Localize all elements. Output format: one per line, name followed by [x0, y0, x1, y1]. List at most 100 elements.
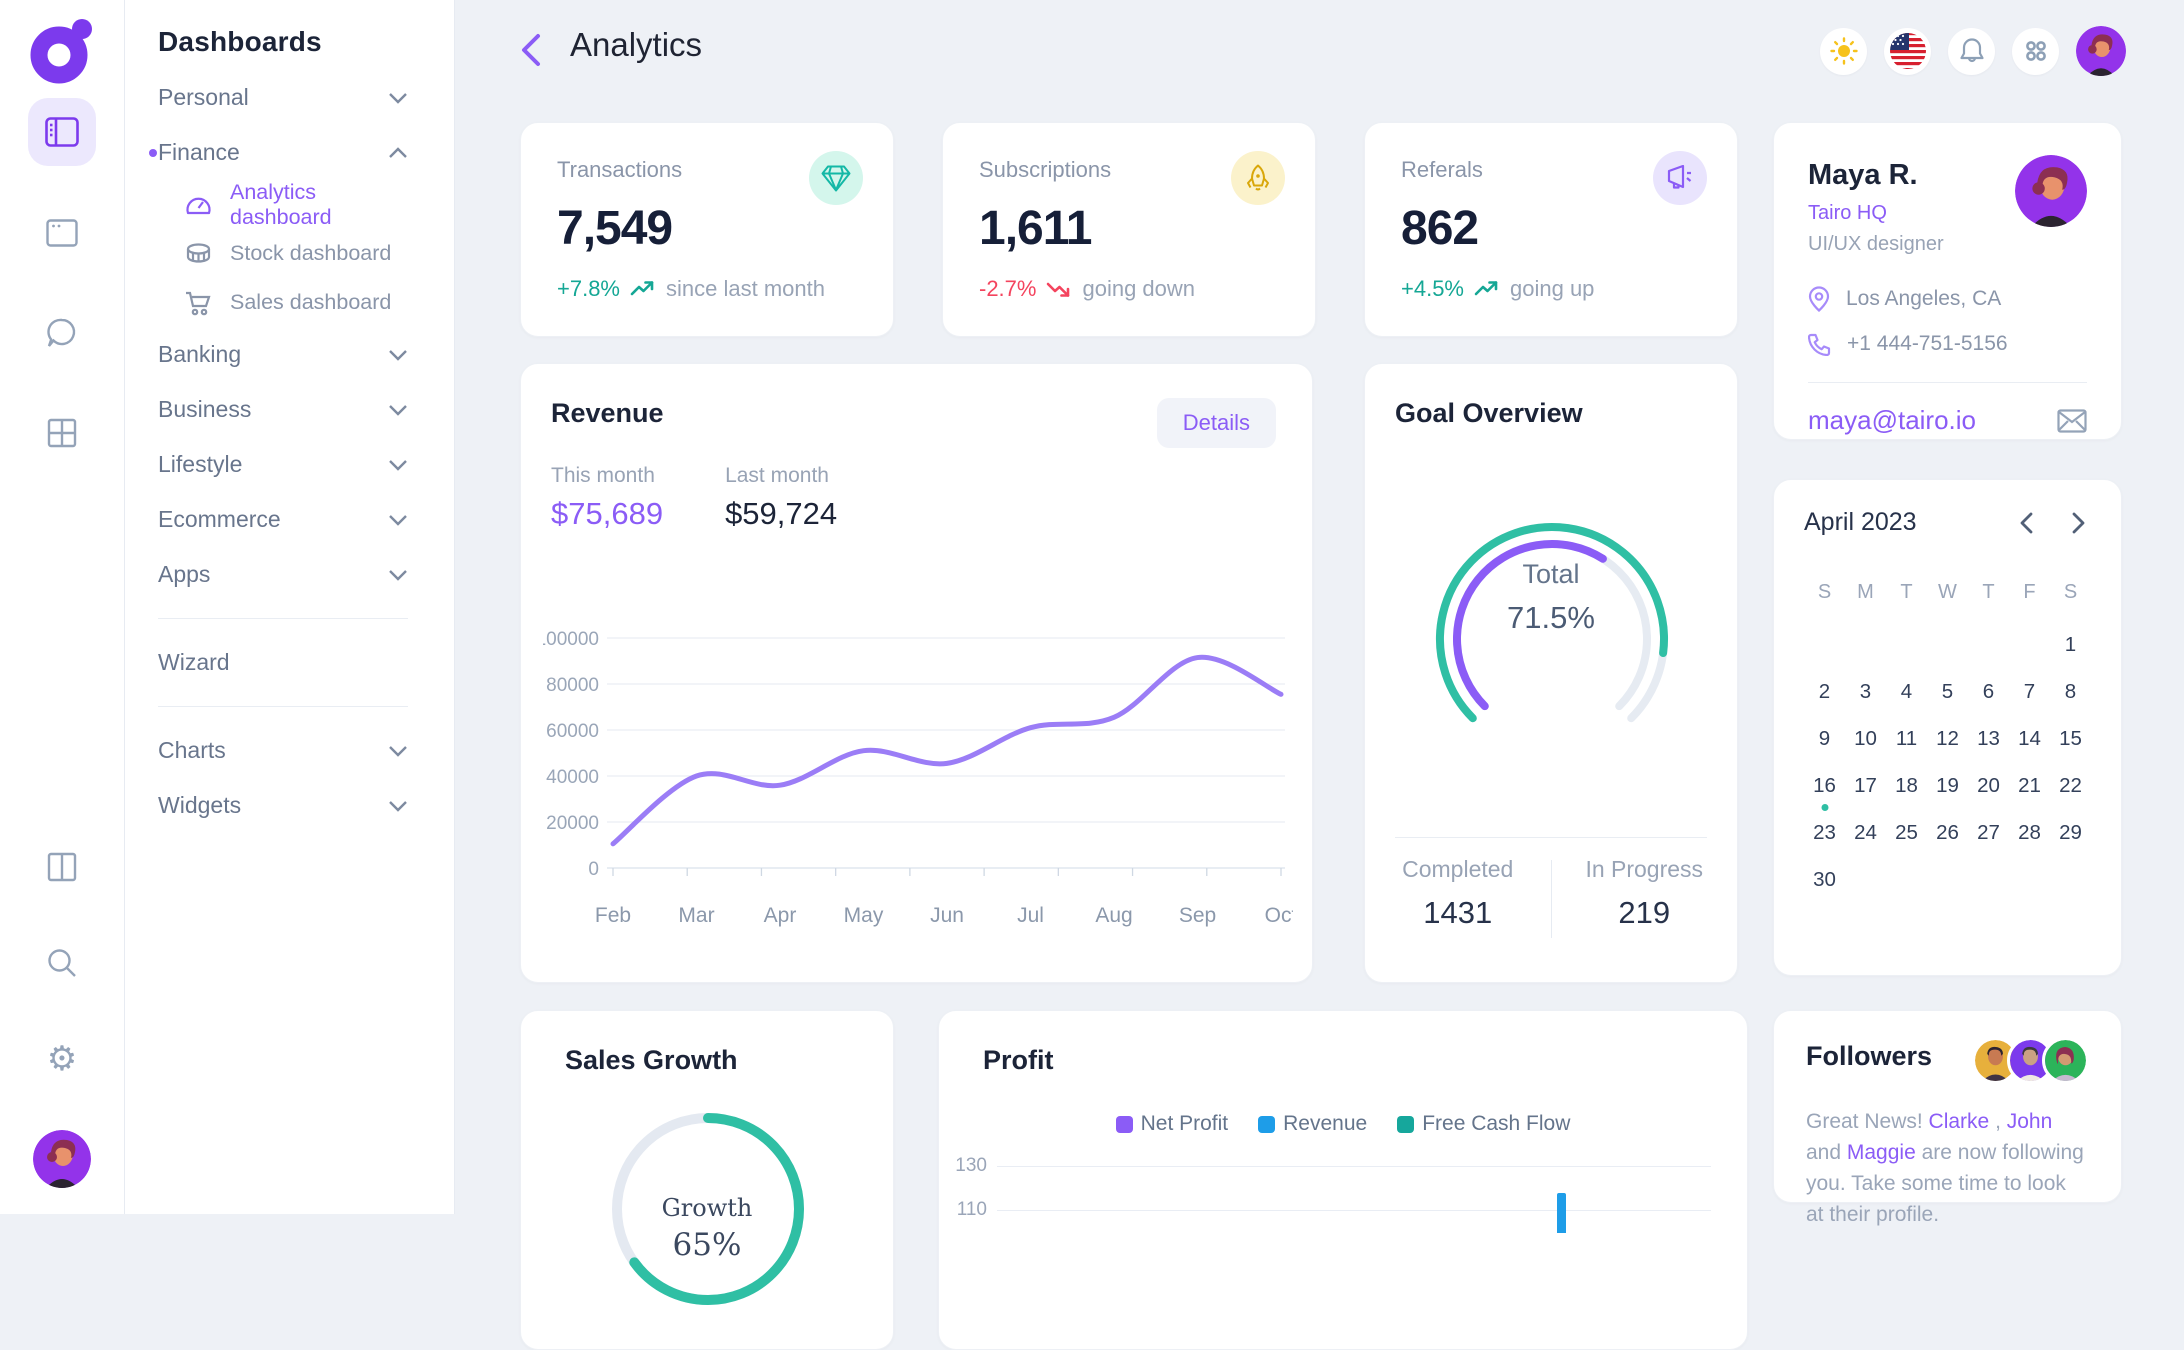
stat-delta: +4.5% — [1401, 276, 1464, 301]
calendar-day[interactable]: 19 — [1936, 774, 1959, 797]
calendar-day[interactable]: 11 — [1895, 727, 1918, 750]
calendar-month-label: April 2023 — [1804, 508, 1917, 536]
window-icon — [46, 219, 78, 247]
back-button[interactable] — [513, 32, 549, 68]
sidebar-item-wizard[interactable]: Wizard — [158, 635, 408, 690]
follower-link[interactable]: Clarke — [1928, 1110, 1990, 1133]
sidebar-item-messages[interactable] — [28, 302, 96, 364]
calendar-grid: S M T W T F S 1 2 3 4 5 6 7 8 9 10 11 12 13 14 15 16 17 18 19 20 21… — [1804, 581, 2091, 907]
goal-center-label: Total — [1522, 559, 1580, 589]
legend-item-net-profit[interactable]: Net Profit — [1115, 1112, 1229, 1136]
follower-link[interactable]: Maggie — [1846, 1141, 1916, 1164]
sidebar-item-finance[interactable]: Finance — [149, 125, 408, 180]
user-avatar[interactable] — [2076, 26, 2126, 76]
follower-avatar-maggie[interactable] — [2042, 1037, 2089, 1084]
sidebar-item-widgets[interactable] — [28, 402, 96, 464]
legend-item-revenue[interactable]: Revenue — [1258, 1112, 1367, 1136]
notifications-button[interactable] — [1948, 27, 1995, 75]
profile-phone-row: +1 444-751-5156 — [1808, 332, 2087, 356]
profile-company-link[interactable]: Tairo HQ — [1808, 202, 1887, 224]
apps-menu-button[interactable] — [2012, 27, 2059, 75]
sidebar-user-avatar[interactable] — [33, 1130, 91, 1188]
chevron-down-icon — [388, 349, 408, 361]
profile-role: UI/UX designer — [1808, 233, 1944, 255]
calendar-day[interactable]: 5 — [1941, 680, 1954, 703]
sidebar-item-dashboards[interactable] — [28, 98, 96, 166]
theme-toggle-button[interactable] — [1820, 27, 1867, 75]
sidebar-settings-button[interactable]: ⚙ — [28, 1028, 96, 1090]
subscriptions-card: Subscriptions 1,611 -2.7% going down — [942, 122, 1316, 337]
sidebar-subitem-label: Sales dashboard — [230, 290, 392, 314]
sidebar-item-layout[interactable] — [28, 836, 96, 898]
calendar-day[interactable]: 27 — [1977, 821, 2000, 844]
revenue-stats: This month $75,689 Last month $59,724 — [521, 448, 1312, 532]
calendar-day[interactable]: 26 — [1936, 821, 1959, 844]
calendar-day[interactable]: 18 — [1895, 774, 1918, 797]
stat-note: going down — [1082, 276, 1196, 301]
calendar-day[interactable]: 16 — [1804, 766, 1845, 813]
calendar-day[interactable]: 21 — [2018, 774, 2041, 797]
sidebar-item-ecommerce[interactable]: Ecommerce — [158, 492, 408, 547]
calendar-day[interactable]: 20 — [1977, 774, 2000, 797]
profile-email-link[interactable]: maya@tairo.io — [1808, 405, 1977, 435]
calendar-prev-button[interactable] — [2013, 510, 2039, 536]
sidebar-item-apps[interactable]: Apps — [158, 547, 408, 602]
menu-divider — [158, 618, 408, 619]
sidebar-item-banking[interactable]: Banking — [158, 327, 408, 382]
calendar-day[interactable]: 23 — [1813, 821, 1836, 844]
sidebar-item-apps-window[interactable] — [28, 202, 96, 264]
sidebar-item-charts[interactable]: Charts — [158, 723, 408, 778]
calendar-day[interactable]: 22 — [2059, 774, 2082, 797]
svg-text:80000: 80000 — [546, 675, 599, 696]
calendar-day-empty — [1968, 625, 2009, 672]
follower-avatar-john[interactable] — [2007, 1037, 2054, 1084]
goal-wrap: Goal Overview Total 71.5% Completed 1431… — [1365, 364, 1737, 982]
rocket-icon — [1231, 151, 1285, 205]
calendar-day[interactable]: 17 — [1854, 774, 1877, 797]
chevron-down-icon — [388, 459, 408, 471]
calendar-day[interactable]: 28 — [2018, 821, 2041, 844]
calendar-next-button[interactable] — [2065, 510, 2091, 536]
megaphone-icon — [1653, 151, 1707, 205]
follower-link[interactable]: John — [2006, 1110, 2053, 1133]
calendar-day[interactable]: 12 — [1936, 727, 1959, 750]
calendar-day-header: M — [1857, 581, 1874, 603]
stat-value: 7,549 — [557, 202, 673, 255]
calendar-day[interactable]: 30 — [1813, 868, 1836, 891]
chevron-down-icon — [388, 92, 408, 104]
sidebar-item-widgets[interactable]: Widgets — [158, 778, 408, 833]
calendar-day[interactable]: 14 — [2018, 727, 2041, 750]
svg-text:Apr: Apr — [764, 904, 797, 927]
svg-text:Sep: Sep — [1179, 904, 1216, 927]
sidebar-item-label: Personal — [158, 84, 249, 110]
legend-item-free-cash-flow[interactable]: Free Cash Flow — [1397, 1112, 1570, 1136]
sidebar-item-business[interactable]: Business — [158, 382, 408, 437]
calendar-day[interactable]: 15 — [2059, 727, 2082, 750]
sidebar-item-personal[interactable]: Personal — [158, 70, 408, 125]
sidebar-item-label: Charts — [158, 737, 226, 763]
legend-label: Net Profit — [1140, 1112, 1229, 1135]
sidebar-item-analytics-dashboard[interactable]: Analytics dashboard — [158, 180, 408, 229]
calendar-day[interactable]: 7 — [2023, 680, 2036, 703]
calendar-day[interactable]: 24 — [1854, 821, 1877, 844]
calendar-day[interactable]: 6 — [1982, 680, 1995, 703]
calendar-day[interactable]: 29 — [2059, 821, 2082, 844]
calendar-day[interactable]: 2 — [1818, 680, 1831, 703]
calendar-day[interactable]: 10 — [1854, 727, 1877, 750]
calendar-day[interactable]: 8 — [2064, 680, 2077, 703]
language-selector-button[interactable] — [1884, 27, 1931, 75]
envelope-icon[interactable] — [2057, 408, 2087, 433]
calendar-day[interactable]: 4 — [1900, 680, 1913, 703]
calendar-day[interactable]: 3 — [1859, 680, 1872, 703]
calendar-day[interactable]: 13 — [1977, 727, 2000, 750]
details-button[interactable]: Details — [1156, 398, 1276, 448]
sidebar-search-button[interactable] — [28, 932, 96, 994]
tairo-logo[interactable] — [29, 18, 95, 84]
sidebar-item-lifestyle[interactable]: Lifestyle — [158, 437, 408, 492]
sidebar-item-stock-dashboard[interactable]: Stock dashboard — [158, 229, 408, 278]
sidebar-item-label: Lifestyle — [158, 451, 243, 477]
sidebar-item-sales-dashboard[interactable]: Sales dashboard — [158, 278, 408, 327]
calendar-day[interactable]: 9 — [1818, 727, 1831, 750]
calendar-day[interactable]: 1 — [2064, 633, 2077, 656]
calendar-day[interactable]: 25 — [1895, 821, 1918, 844]
